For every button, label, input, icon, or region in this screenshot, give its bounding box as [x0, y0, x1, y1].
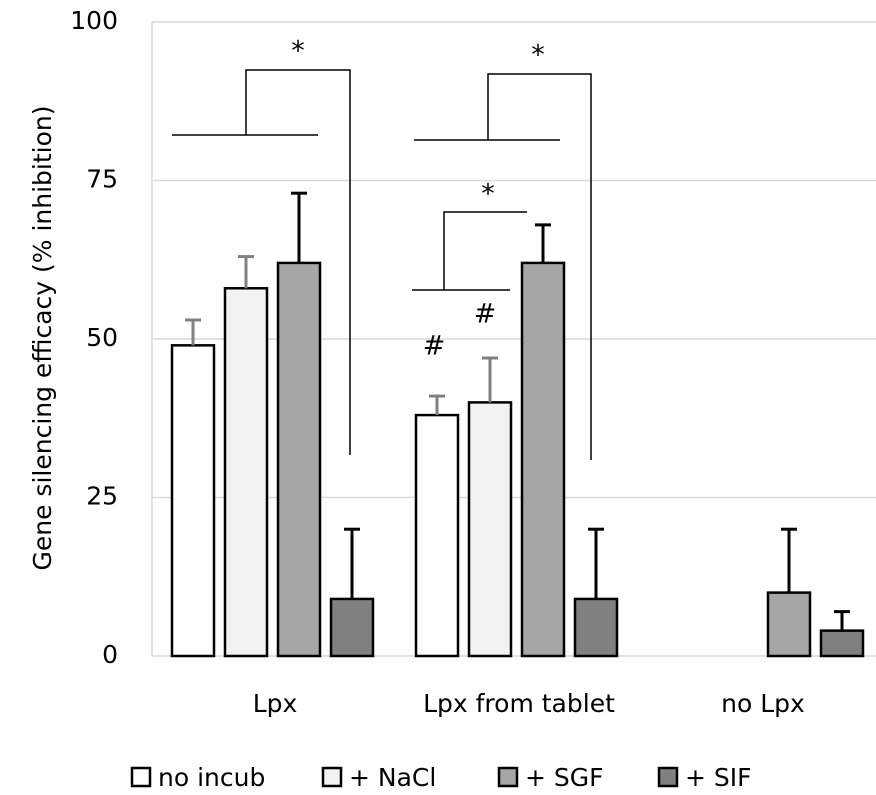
category-label-0: Lpx [253, 689, 298, 718]
legend-label-1: + NaCl [349, 763, 436, 792]
annotation-2: * [481, 179, 495, 210]
y-axis-label: Gene silencing efficacy (% inhibition) [28, 105, 57, 570]
sig-bracket-tablet [487, 73, 592, 460]
legend-swatch-1 [321, 766, 343, 788]
annotation-4: # [474, 299, 497, 330]
annotation-3: # [423, 331, 446, 362]
bar-0-1 [223, 287, 269, 658]
category-label-1: Lpx from tablet [423, 689, 615, 718]
annotation-0: * [291, 36, 305, 67]
bar-2-3 [819, 629, 865, 658]
legend-swatch-2 [497, 766, 519, 788]
bar-0-2 [276, 261, 322, 658]
sig-bracket-lpx [245, 69, 351, 455]
category-labels: Lpx Lpx from tablet no Lpx [253, 689, 805, 718]
bar-0-3 [329, 597, 375, 658]
y-tick-label-75: 75 [86, 165, 118, 194]
y-tick-label-0: 0 [102, 640, 118, 669]
bar-1-3 [573, 597, 619, 658]
legend-label-0: no incub [158, 763, 265, 792]
annotation-1: * [531, 40, 545, 71]
bar-1-1 [467, 401, 513, 658]
bar-2-2 [766, 591, 812, 658]
bar-1-0 [414, 413, 460, 658]
category-label-2: no Lpx [721, 689, 805, 718]
bars [170, 261, 865, 658]
legend-swatch-0 [130, 766, 152, 788]
gridlines [152, 21, 876, 499]
y-tick-label-25: 25 [86, 482, 118, 511]
legend: no incub + NaCl + SGF + SIF [130, 763, 752, 792]
bar-0-0 [170, 344, 216, 658]
significance-annotations: * * * # # [172, 36, 592, 460]
y-axis-ticks: 0 25 50 75 100 [70, 6, 118, 669]
error-bars [185, 191, 850, 631]
y-tick-label-100: 100 [70, 6, 118, 35]
legend-label-2: + SGF [525, 763, 604, 792]
sig-bracket-tablet-inner [443, 211, 527, 290]
legend-swatch-3 [657, 766, 679, 788]
y-tick-label-50: 50 [86, 323, 118, 352]
legend-label-3: + SIF [685, 763, 752, 792]
bar-1-2 [520, 261, 566, 658]
